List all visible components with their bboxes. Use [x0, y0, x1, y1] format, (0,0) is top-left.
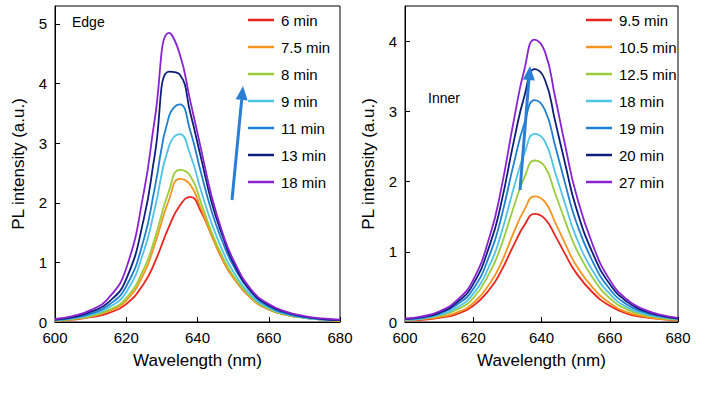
svg-text:12.5 min: 12.5 min: [619, 66, 677, 83]
svg-text:11 min: 11 min: [281, 120, 325, 137]
svg-text:600: 600: [392, 329, 417, 346]
svg-text:4: 4: [389, 33, 397, 50]
svg-text:PL intensity (a.u.): PL intensity (a.u.): [359, 98, 378, 230]
svg-text:3: 3: [389, 103, 397, 120]
svg-text:2: 2: [389, 173, 397, 190]
svg-text:660: 660: [597, 329, 622, 346]
svg-text:1: 1: [39, 254, 47, 271]
svg-text:680: 680: [665, 329, 690, 346]
svg-text:9 min: 9 min: [281, 93, 318, 110]
svg-text:5: 5: [39, 15, 47, 32]
svg-text:Wavelength (nm): Wavelength (nm): [133, 351, 262, 370]
svg-text:680: 680: [327, 329, 352, 346]
svg-text:2: 2: [39, 194, 47, 211]
svg-text:620: 620: [461, 329, 486, 346]
svg-text:20 min: 20 min: [619, 147, 664, 164]
svg-text:0: 0: [389, 314, 397, 331]
svg-text:620: 620: [114, 329, 139, 346]
svg-text:640: 640: [529, 329, 554, 346]
svg-text:7.5 min: 7.5 min: [281, 39, 330, 56]
svg-text:18 min: 18 min: [281, 174, 326, 191]
svg-text:PL intensity (a.u.): PL intensity (a.u.): [9, 98, 28, 230]
svg-text:13 min: 13 min: [281, 147, 326, 164]
svg-text:0: 0: [39, 314, 47, 331]
svg-text:640: 640: [185, 329, 210, 346]
svg-text:6 min: 6 min: [281, 12, 318, 29]
svg-text:10.5 min: 10.5 min: [619, 39, 677, 56]
svg-text:9.5 min: 9.5 min: [619, 12, 668, 29]
svg-text:Inner: Inner: [428, 90, 460, 106]
svg-text:4: 4: [39, 75, 47, 92]
svg-text:660: 660: [256, 329, 281, 346]
svg-text:Wavelength (nm): Wavelength (nm): [477, 351, 606, 370]
svg-text:27 min: 27 min: [619, 174, 664, 191]
svg-text:8 min: 8 min: [281, 66, 318, 83]
svg-text:Edge: Edge: [72, 14, 105, 30]
svg-text:18 min: 18 min: [619, 93, 664, 110]
svg-text:3: 3: [39, 135, 47, 152]
svg-text:1: 1: [389, 243, 397, 260]
svg-text:19 min: 19 min: [619, 120, 664, 137]
svg-text:600: 600: [42, 329, 67, 346]
